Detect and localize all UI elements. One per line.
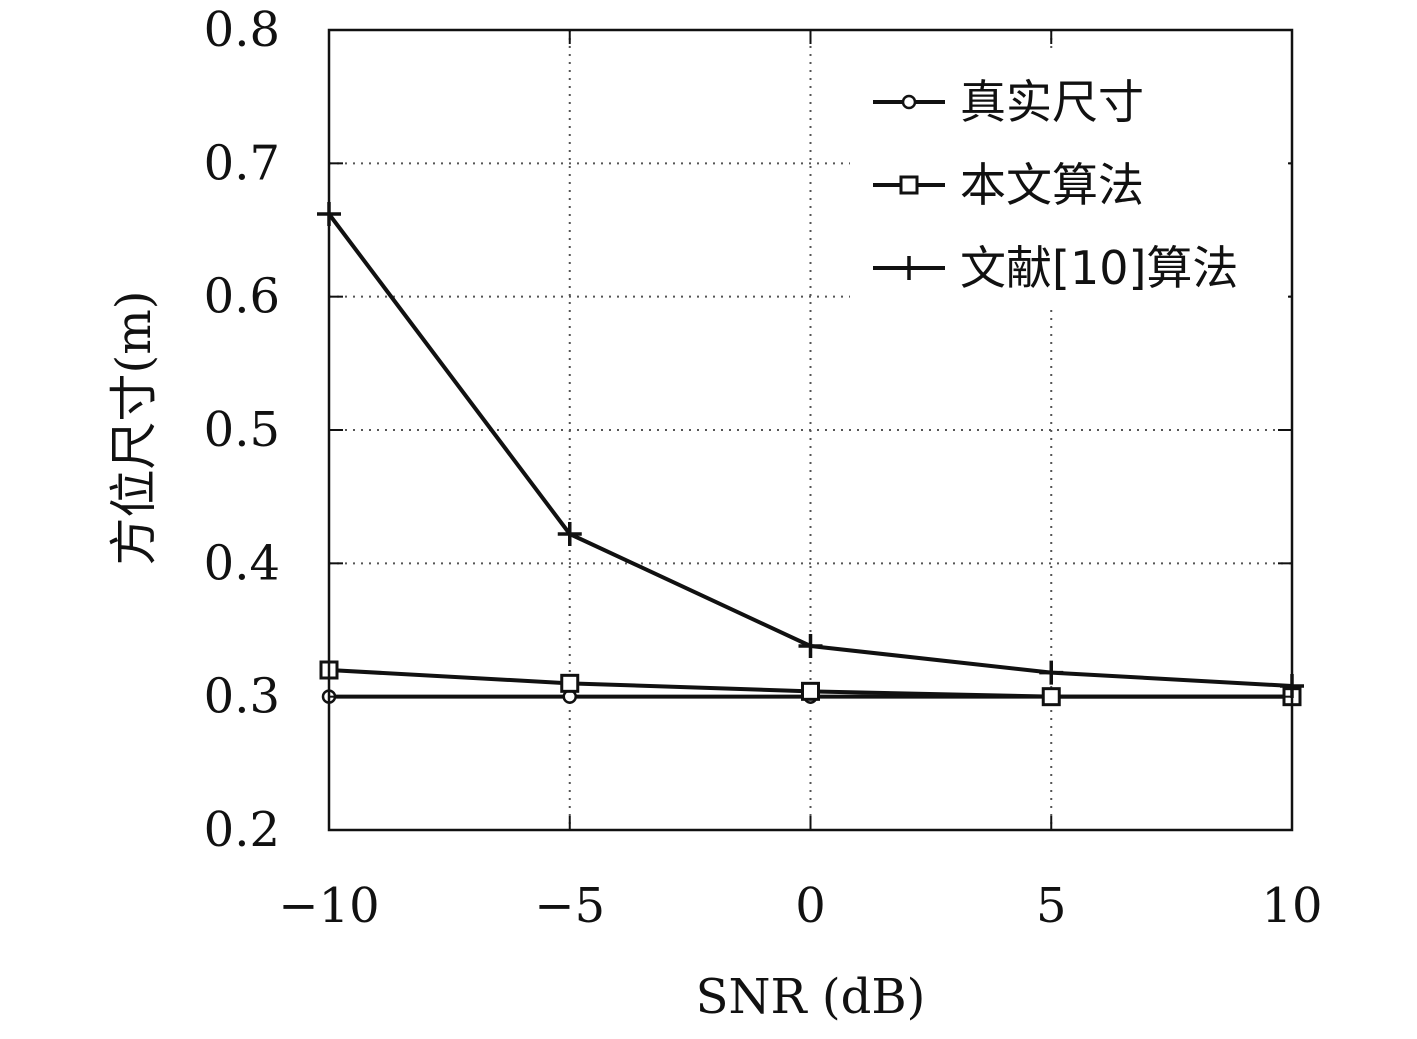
y-tick-label: 0.5 [204, 402, 280, 458]
legend-label: 文献[10]算法 [960, 241, 1238, 295]
y-tick-label: 0.6 [204, 269, 280, 325]
legend-label: 本文算法 [960, 158, 1144, 212]
y-tick-label: 0.3 [204, 669, 280, 725]
y-tick-label: 0.7 [204, 135, 280, 191]
legend-label: 真实尺寸 [960, 75, 1144, 129]
data-point-2 [1039, 660, 1064, 685]
x-tick-label: −10 [278, 878, 379, 934]
data-point-1 [560, 673, 580, 693]
series-1 [319, 660, 1302, 707]
legend-entry: 文献[10]算法 [873, 241, 1238, 295]
tick-labels: 0.2 0.3 0.4 0.5 0.6 0.7 0.8 −10 −5 0 5 10 [204, 2, 1323, 934]
y-tick-label: 0.4 [204, 535, 280, 591]
data-point-1 [801, 681, 820, 701]
data-point-1 [1041, 687, 1061, 707]
x-tick-label: 0 [795, 878, 826, 934]
legend-marker [899, 175, 919, 195]
x-tick-label: −5 [534, 878, 605, 934]
legend-entry: 本文算法 [873, 158, 1144, 212]
x-tick-label: 10 [1261, 878, 1322, 934]
x-axis-label: SNR (dB) [696, 969, 926, 1025]
grid-lines [329, 30, 1292, 830]
x-tick-label: 5 [1036, 878, 1067, 934]
legend-marker [901, 94, 917, 110]
y-tick-label: 0.8 [204, 2, 280, 58]
y-axis-label: 方位尺寸(m) [106, 291, 162, 566]
legend-marker [897, 256, 921, 280]
data-point-2 [557, 522, 582, 546]
data-point-2 [798, 634, 823, 658]
y-tick-label: 0.2 [204, 802, 280, 858]
legend-entry: 真实尺寸 [873, 75, 1144, 129]
